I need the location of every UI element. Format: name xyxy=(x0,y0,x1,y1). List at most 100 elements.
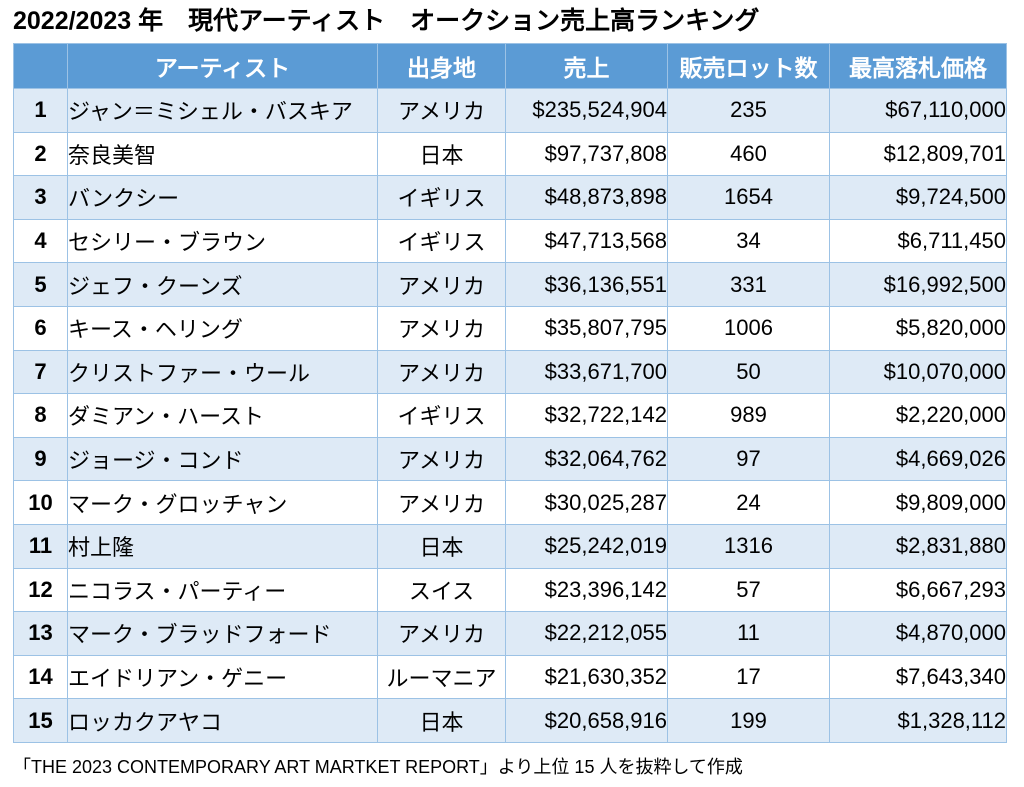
cell-max-price: $12,809,701 xyxy=(829,131,1007,177)
cell-max-price: $67,110,000 xyxy=(829,88,1007,133)
cell-artist: ジョージ・コンド xyxy=(67,436,378,482)
cell-sales: $21,630,352 xyxy=(505,654,668,700)
cell-origin: イギリス xyxy=(377,218,506,264)
cell-max-price: $2,220,000 xyxy=(829,393,1007,438)
cell-origin: アメリカ xyxy=(377,611,506,656)
cell-max-price: $2,831,880 xyxy=(829,523,1007,569)
cell-lots: 199 xyxy=(667,698,830,743)
cell-artist: 村上隆 xyxy=(67,523,378,569)
cell-sales: $36,136,551 xyxy=(505,262,668,307)
table-row: 11 村上隆 日本 $25,242,019 1316 $2,831,880 xyxy=(13,523,1007,569)
cell-sales: $47,713,568 xyxy=(505,218,668,264)
cell-artist: ダミアン・ハースト xyxy=(67,393,378,438)
cell-rank: 15 xyxy=(13,698,68,743)
cell-max-price: $1,328,112 xyxy=(829,698,1007,743)
cell-max-price: $7,643,340 xyxy=(829,654,1007,700)
cell-origin: イギリス xyxy=(377,175,506,220)
cell-artist: ジャン＝ミシェル・バスキア xyxy=(67,88,378,133)
cell-lots: 57 xyxy=(667,567,830,613)
header-rank xyxy=(13,43,68,89)
cell-lots: 989 xyxy=(667,393,830,438)
cell-rank: 8 xyxy=(13,393,68,438)
cell-max-price: $6,667,293 xyxy=(829,567,1007,613)
table-body: 1 ジャン＝ミシェル・バスキア アメリカ $235,524,904 235 $67,110… xyxy=(13,88,1007,743)
cell-artist: マーク・ブラッドフォード xyxy=(67,611,378,656)
cell-artist: 奈良美智 xyxy=(67,131,378,177)
cell-origin: ルーマニア xyxy=(377,654,506,700)
table-row: 5 ジェフ・クーンズ アメリカ $36,136,551 331 $16,992,500 xyxy=(13,262,1007,307)
cell-origin: スイス xyxy=(377,567,506,613)
cell-max-price: $4,669,026 xyxy=(829,436,1007,482)
cell-sales: $97,737,808 xyxy=(505,131,668,177)
cell-rank: 5 xyxy=(13,262,68,307)
cell-max-price: $10,070,000 xyxy=(829,349,1007,395)
cell-sales: $22,212,055 xyxy=(505,611,668,656)
cell-artist: ジェフ・クーンズ xyxy=(67,262,378,307)
cell-rank: 1 xyxy=(13,88,68,133)
cell-lots: 1006 xyxy=(667,305,830,351)
cell-sales: $35,807,795 xyxy=(505,305,668,351)
cell-rank: 3 xyxy=(13,175,68,220)
table-row: 14 エイドリアン・ゲニー ルーマニア $21,630,352 17 $7,643,340 xyxy=(13,654,1007,700)
cell-sales: $23,396,142 xyxy=(505,567,668,613)
table-row: 1 ジャン＝ミシェル・バスキア アメリカ $235,524,904 235 $67,110… xyxy=(13,88,1007,133)
cell-sales: $25,242,019 xyxy=(505,523,668,569)
cell-artist: ニコラス・パーティー xyxy=(67,567,378,613)
cell-sales: $32,722,142 xyxy=(505,393,668,438)
cell-artist: ロッカクアヤコ xyxy=(67,698,378,743)
cell-artist: セシリー・ブラウン xyxy=(67,218,378,264)
cell-artist: キース・ヘリング xyxy=(67,305,378,351)
cell-artist: バンクシー xyxy=(67,175,378,220)
cell-lots: 97 xyxy=(667,436,830,482)
cell-sales: $48,873,898 xyxy=(505,175,668,220)
ranking-table: アーティスト 出身地 売上 販売ロット数 最高落札価格 1 ジャン＝ミシェル・バス… xyxy=(13,43,1007,743)
table-row: 10 マーク・グロッチャン アメリカ $30,025,287 24 $9,809,000 xyxy=(13,480,1007,525)
cell-lots: 235 xyxy=(667,88,830,133)
cell-sales: $235,524,904 xyxy=(505,88,668,133)
table-row: 6 キース・ヘリング アメリカ $35,807,795 1006 $5,820,000 xyxy=(13,305,1007,351)
page-title: 2022/2023 年 現代アーティスト オークション売上高ランキング xyxy=(13,7,760,35)
cell-rank: 10 xyxy=(13,480,68,525)
cell-rank: 6 xyxy=(13,305,68,351)
cell-rank: 4 xyxy=(13,218,68,264)
cell-rank: 14 xyxy=(13,654,68,700)
cell-lots: 11 xyxy=(667,611,830,656)
header-artist: アーティスト xyxy=(67,43,378,89)
cell-sales: $30,025,287 xyxy=(505,480,668,525)
table-row: 15 ロッカクアヤコ 日本 $20,658,916 199 $1,328,112 xyxy=(13,698,1007,743)
cell-lots: 17 xyxy=(667,654,830,700)
cell-lots: 50 xyxy=(667,349,830,395)
cell-origin: 日本 xyxy=(377,523,506,569)
cell-rank: 13 xyxy=(13,611,68,656)
cell-origin: アメリカ xyxy=(377,305,506,351)
cell-rank: 11 xyxy=(13,523,68,569)
header-lots: 販売ロット数 xyxy=(667,43,830,89)
cell-origin: アメリカ xyxy=(377,436,506,482)
cell-lots: 460 xyxy=(667,131,830,177)
cell-max-price: $4,870,000 xyxy=(829,611,1007,656)
cell-origin: イギリス xyxy=(377,393,506,438)
header-origin: 出身地 xyxy=(377,43,506,89)
cell-rank: 2 xyxy=(13,131,68,177)
cell-lots: 24 xyxy=(667,480,830,525)
table-row: 12 ニコラス・パーティー スイス $23,396,142 57 $6,667,293 xyxy=(13,567,1007,613)
table-row: 8 ダミアン・ハースト イギリス $32,722,142 989 $2,220,000 xyxy=(13,393,1007,438)
cell-origin: アメリカ xyxy=(377,88,506,133)
cell-lots: 331 xyxy=(667,262,830,307)
table-header-row: アーティスト 出身地 売上 販売ロット数 最高落札価格 xyxy=(13,43,1007,89)
header-sales: 売上 xyxy=(505,43,668,89)
cell-lots: 1316 xyxy=(667,523,830,569)
cell-max-price: $9,809,000 xyxy=(829,480,1007,525)
cell-artist: クリストファー・ウール xyxy=(67,349,378,395)
cell-rank: 7 xyxy=(13,349,68,395)
cell-sales: $20,658,916 xyxy=(505,698,668,743)
table-row: 2 奈良美智 日本 $97,737,808 460 $12,809,701 xyxy=(13,131,1007,177)
cell-artist: マーク・グロッチャン xyxy=(67,480,378,525)
cell-rank: 9 xyxy=(13,436,68,482)
table-row: 3 バンクシー イギリス $48,873,898 1654 $9,724,500 xyxy=(13,175,1007,220)
source-footnote: 「THE 2023 CONTEMPORARY ART MARTKET REPOR… xyxy=(13,757,743,777)
cell-origin: 日本 xyxy=(377,131,506,177)
cell-rank: 12 xyxy=(13,567,68,613)
cell-origin: アメリカ xyxy=(377,349,506,395)
cell-max-price: $9,724,500 xyxy=(829,175,1007,220)
